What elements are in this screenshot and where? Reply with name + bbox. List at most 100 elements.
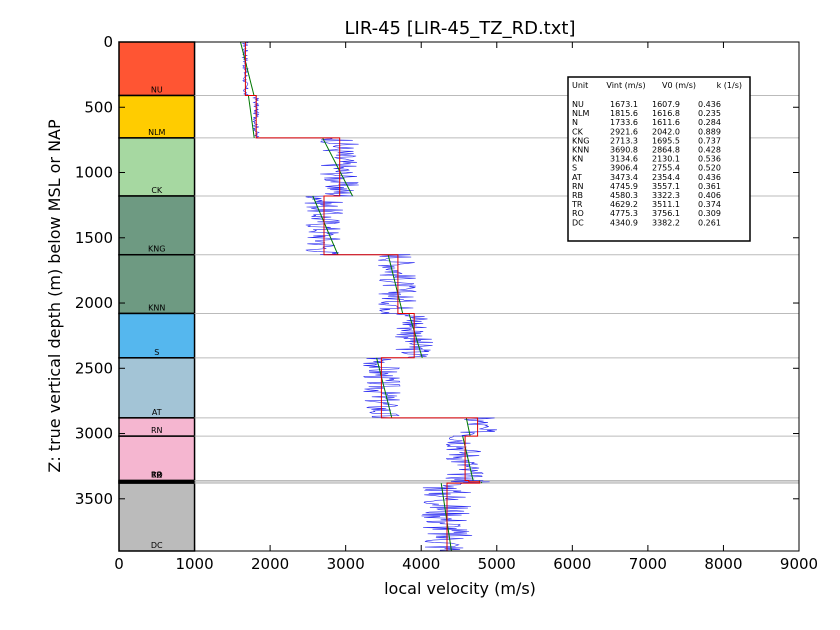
legend-cell-3-0: CK: [572, 127, 584, 136]
legend-cell-7-1: 3906.4: [610, 164, 638, 173]
legend-header-1: Vint (m/s): [606, 81, 645, 90]
column-block-kng: [118, 195, 196, 256]
y-tick-label: 1500: [75, 229, 113, 247]
legend-cell-4-1: 2713.3: [610, 136, 638, 145]
legend-cell-3-1: 2921.6: [610, 127, 638, 136]
legend-cell-4-3: 0.737: [698, 136, 721, 145]
x-tick-label: 7000: [629, 555, 667, 573]
y-tick-label: 0: [103, 33, 113, 51]
v0k-segment-s: [408, 313, 423, 358]
legend-cell-12-2: 3756.1: [652, 209, 680, 218]
y-tick-label: 3000: [75, 425, 113, 443]
x-tick-label: 8000: [704, 555, 742, 573]
x-tick-label: 6000: [553, 555, 591, 573]
legend-cell-2-3: 0.284: [698, 118, 721, 127]
column-label-nu: NU: [151, 86, 163, 95]
legend-cell-0-3: 0.436: [698, 100, 721, 109]
legend-cell-4-0: KNG: [572, 136, 589, 145]
legend-cell-0-0: NU: [572, 100, 584, 109]
interval-velocity-line: [244, 42, 481, 551]
v0k-segment-at: [376, 357, 393, 418]
legend-cell-11-1: 4629.2: [610, 200, 638, 209]
v0k-segment-kng: [312, 195, 339, 255]
x-axis-ticks: 0 1000 2000 3000 4000 5000 6000 7000 8000 9000: [114, 42, 818, 573]
y-axis-ticks: 0 500 1000 1500 2000 2500 3000 3500: [75, 33, 799, 508]
legend-cell-4-2: 1695.5: [652, 136, 680, 145]
legend-cell-13-1: 4340.9: [610, 218, 638, 227]
y-tick-label: 3500: [75, 490, 113, 508]
column-label-ro: RO: [151, 471, 163, 480]
legend-cell-7-0: S: [572, 164, 577, 173]
column-label-tr: TR: [151, 471, 163, 480]
legend-cell-8-3: 0.436: [698, 173, 721, 182]
x-tick-label: 3000: [327, 555, 365, 573]
legend-cell-6-3: 0.536: [698, 155, 721, 164]
legend-cell-5-2: 2864.8: [652, 146, 680, 155]
legend-cell-10-2: 3322.3: [652, 191, 680, 200]
y-tick-label: 1000: [75, 164, 113, 182]
legend-cell-11-3: 0.374: [698, 200, 721, 209]
v0k-segment-nlm: [247, 95, 255, 138]
x-tick-label: 0: [114, 555, 124, 573]
column-label-at: AT: [152, 408, 162, 417]
legend-cell-6-0: KN: [572, 155, 583, 164]
column-label-ck: CK: [151, 186, 163, 195]
legend-cell-7-2: 2755.4: [652, 164, 680, 173]
column-label-s: S: [154, 348, 159, 357]
legend-cell-5-3: 0.428: [698, 146, 721, 155]
legend-cell-7-3: 0.520: [698, 164, 721, 173]
legend-cell-1-0: NLM: [572, 109, 589, 118]
legend-cell-0-2: 1607.9: [652, 100, 680, 109]
plot-frame: [118, 41, 800, 552]
v0k-segment-rn: [465, 417, 471, 437]
legend-cell-11-2: 3511.1: [652, 200, 680, 209]
column-label-dc: DC: [151, 541, 163, 550]
legend-cell-3-2: 2042.0: [652, 127, 680, 136]
v0k-segment-nu: [240, 41, 255, 96]
legend-cell-3-3: 0.889: [698, 127, 721, 136]
series-lines: [240, 41, 498, 552]
legend-cell-12-1: 4775.3: [610, 209, 638, 218]
legend-cell-10-3: 0.406: [698, 191, 721, 200]
column-label-rb: RB: [151, 471, 162, 480]
legend-cell-5-1: 3690.8: [610, 146, 638, 155]
v0k-segment-rb: [462, 436, 474, 481]
legend-cell-13-3: 0.261: [698, 218, 721, 227]
legend-cell-2-2: 1611.6: [652, 118, 680, 127]
legend-header-2: V0 (m/s): [662, 81, 696, 90]
legend-cell-8-1: 3473.4: [610, 173, 638, 182]
legend-cell-6-1: 3134.6: [610, 155, 638, 164]
x-tick-label: 1000: [175, 555, 213, 573]
legend-header-3: k (1/s): [717, 81, 742, 90]
legend-cell-9-1: 4745.9: [610, 182, 638, 191]
column-block-nlm: [118, 94, 196, 139]
y-tick-label: 500: [84, 98, 113, 116]
legend-cell-9-2: 3557.1: [652, 182, 680, 191]
legend-cell-8-0: AT: [572, 173, 582, 182]
column-label-rn: RN: [151, 426, 163, 435]
legend-cell-1-2: 1616.8: [652, 109, 680, 118]
x-tick-label: 4000: [402, 555, 440, 573]
x-tick-label: 2000: [251, 555, 289, 573]
x-axis-label: local velocity (m/s): [384, 579, 536, 598]
legend-cell-13-2: 3382.2: [652, 218, 680, 227]
x-tick-label: 9000: [780, 555, 818, 573]
y-axis-label: Z: true vertical depth (m) below MSL or …: [45, 119, 64, 473]
legend-cell-12-0: RO: [572, 209, 584, 218]
legend-header-0: Unit: [572, 81, 588, 90]
legend-cell-1-1: 1815.6: [610, 109, 638, 118]
legend-cell-0-1: 1673.1: [610, 100, 638, 109]
legend-cell-1-3: 0.235: [698, 109, 721, 118]
chart-title: LIR-45 [LIR-45_TZ_RD.txt]: [345, 18, 576, 39]
legend-cell-2-0: N: [572, 118, 578, 127]
legend-table: Unit Vint (m/s) V0 (m/s) k (1/s) NU 1673.1 160…: [567, 76, 751, 242]
legend-cell-10-1: 4580.3: [610, 191, 638, 200]
legend-cell-9-0: RN: [572, 182, 584, 191]
legend-cell-11-0: TR: [571, 200, 583, 209]
y-tick-label: 2500: [75, 359, 113, 377]
legend-cell-12-3: 0.309: [698, 209, 721, 218]
column-label-nlm: NLM: [148, 128, 165, 137]
x-tick-label: 5000: [478, 555, 516, 573]
y-tick-label: 2000: [75, 294, 113, 312]
